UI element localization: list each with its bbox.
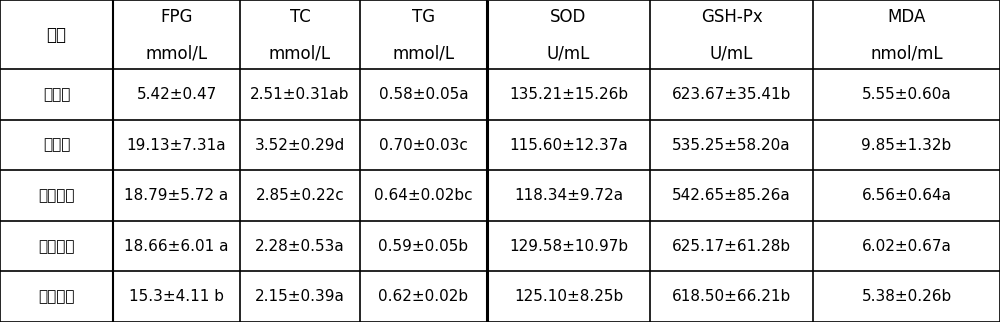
Text: TG: TG — [412, 8, 435, 26]
Text: 135.21±15.26b: 135.21±15.26b — [509, 87, 628, 102]
Text: 5.38±0.26b: 5.38±0.26b — [861, 289, 952, 304]
Text: 6.02±0.67a: 6.02±0.67a — [862, 239, 951, 254]
Text: mmol/L: mmol/L — [269, 45, 331, 63]
Text: 118.34±9.72a: 118.34±9.72a — [514, 188, 623, 203]
Text: 组别: 组别 — [46, 26, 66, 43]
Text: 0.64±0.02bc: 0.64±0.02bc — [374, 188, 473, 203]
Text: 6.56±0.64a: 6.56±0.64a — [862, 188, 952, 203]
Text: 5.42±0.47: 5.42±0.47 — [136, 87, 217, 102]
Text: 0.70±0.03c: 0.70±0.03c — [379, 137, 468, 153]
Text: 9.85±1.32b: 9.85±1.32b — [861, 137, 952, 153]
Text: U/mL: U/mL — [710, 45, 753, 63]
Text: GSH-Px: GSH-Px — [701, 8, 762, 26]
Text: 115.60±12.37a: 115.60±12.37a — [509, 137, 628, 153]
Text: 542.65±85.26a: 542.65±85.26a — [672, 188, 791, 203]
Text: 0.59±0.05b: 0.59±0.05b — [378, 239, 469, 254]
Text: 129.58±10.97b: 129.58±10.97b — [509, 239, 628, 254]
Text: 2.28±0.53a: 2.28±0.53a — [255, 239, 345, 254]
Text: 623.67±35.41b: 623.67±35.41b — [672, 87, 791, 102]
Text: nmol/mL: nmol/mL — [870, 45, 943, 63]
Text: 2.85±0.22c: 2.85±0.22c — [256, 188, 344, 203]
Text: 0.62±0.02b: 0.62±0.02b — [378, 289, 469, 304]
Text: 18.66±6.01 a: 18.66±6.01 a — [124, 239, 229, 254]
Text: mmol/L: mmol/L — [145, 45, 208, 63]
Text: 625.17±61.28b: 625.17±61.28b — [672, 239, 791, 254]
Text: TC: TC — [290, 8, 310, 26]
Text: mmol/L: mmol/L — [392, 45, 455, 63]
Text: 中剂量组: 中剂量组 — [38, 239, 75, 254]
Text: 19.13±7.31a: 19.13±7.31a — [127, 137, 226, 153]
Text: 模型组: 模型组 — [43, 137, 70, 153]
Text: 空白组: 空白组 — [43, 87, 70, 102]
Text: FPG: FPG — [160, 8, 193, 26]
Text: SOD: SOD — [550, 8, 587, 26]
Text: 535.25±58.20a: 535.25±58.20a — [672, 137, 791, 153]
Text: 618.50±66.21b: 618.50±66.21b — [672, 289, 791, 304]
Text: 3.52±0.29d: 3.52±0.29d — [255, 137, 345, 153]
Text: 2.51±0.31ab: 2.51±0.31ab — [250, 87, 350, 102]
Text: 5.55±0.60a: 5.55±0.60a — [862, 87, 951, 102]
Text: 15.3±4.11 b: 15.3±4.11 b — [129, 289, 224, 304]
Text: 18.79±5.72 a: 18.79±5.72 a — [124, 188, 229, 203]
Text: 2.15±0.39a: 2.15±0.39a — [255, 289, 345, 304]
Text: 低剂量组: 低剂量组 — [38, 188, 75, 203]
Text: 125.10±8.25b: 125.10±8.25b — [514, 289, 623, 304]
Text: 0.58±0.05a: 0.58±0.05a — [379, 87, 468, 102]
Text: MDA: MDA — [887, 8, 926, 26]
Text: U/mL: U/mL — [547, 45, 590, 63]
Text: 高剂量组: 高剂量组 — [38, 289, 75, 304]
